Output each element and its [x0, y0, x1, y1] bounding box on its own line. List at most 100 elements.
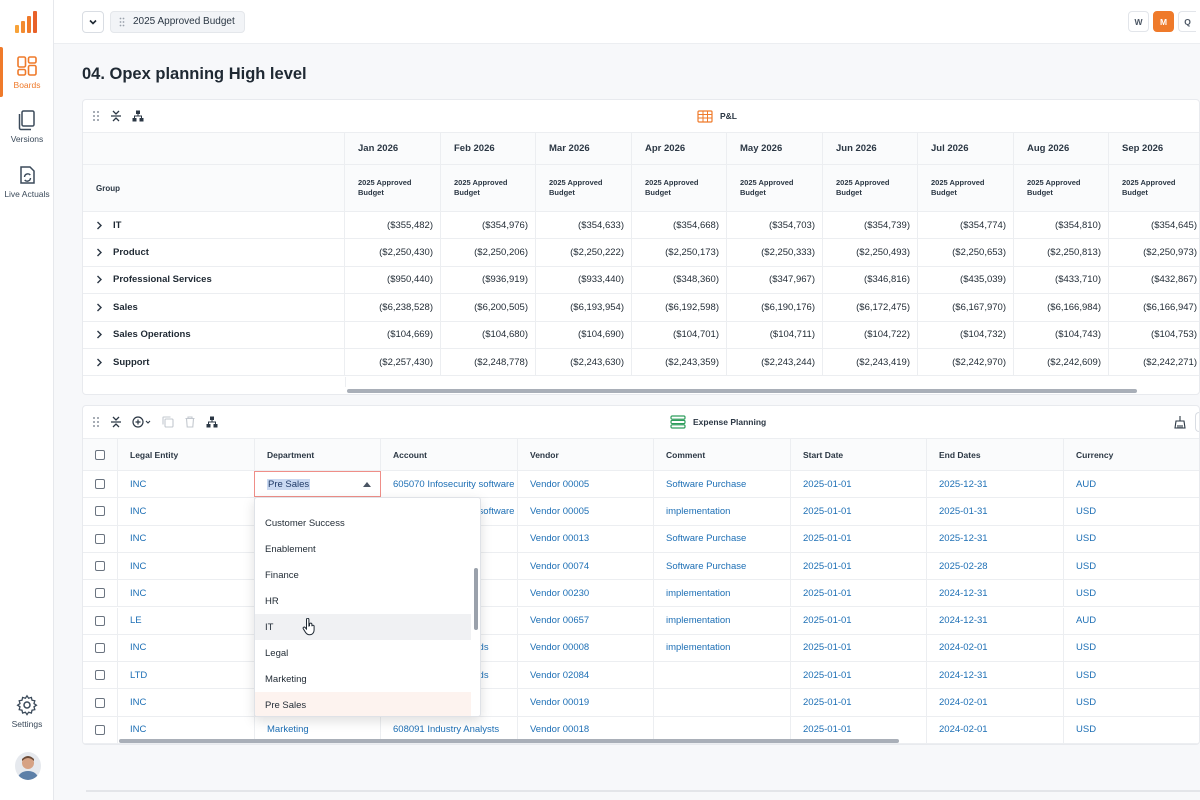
end-date-cell[interactable]: 2024-12-31 [927, 580, 1064, 607]
row-checkbox[interactable] [95, 479, 105, 490]
pl-value-cell[interactable]: ($6,192,598) [632, 294, 727, 321]
sidebar-item-settings[interactable]: Settings [0, 694, 54, 729]
vendor-cell[interactable]: Vendor 00005 [518, 471, 654, 498]
end-date-cell[interactable]: 2024-02-01 [927, 689, 1064, 716]
pl-value-cell[interactable]: ($354,976) [441, 212, 536, 239]
start-date-cell[interactable]: 2025-01-01 [791, 580, 927, 607]
end-date-cell[interactable]: 2024-02-01 [927, 716, 1064, 743]
vendor-cell[interactable]: Vendor 00008 [518, 634, 654, 662]
department-cell[interactable]: Marketing [255, 716, 381, 743]
pl-value-cell[interactable]: ($432,867) [1109, 267, 1199, 293]
dropdown-scrollbar[interactable] [474, 568, 478, 630]
end-date-cell[interactable]: 2025-12-31 [927, 471, 1064, 498]
pl-value-cell[interactable]: ($2,250,222) [536, 239, 632, 266]
comment-cell[interactable]: implementation [654, 580, 791, 607]
start-date-cell[interactable]: 2025-01-01 [791, 607, 927, 634]
add-row-icon[interactable] [131, 415, 153, 429]
comment-cell[interactable] [654, 689, 791, 716]
pl-value-cell[interactable]: ($2,250,206) [441, 239, 536, 266]
legal-entity-cell[interactable]: INC [118, 634, 255, 662]
legal-entity-cell[interactable]: INC [118, 716, 255, 743]
collapse-icon[interactable] [109, 109, 123, 123]
pl-value-cell[interactable]: ($104,690) [536, 321, 632, 348]
currency-cell[interactable]: USD [1064, 526, 1199, 552]
pl-value-cell[interactable]: ($354,810) [1014, 212, 1109, 239]
start-date-cell[interactable]: 2025-01-01 [791, 498, 927, 525]
pl-group-cell[interactable]: Sales Operations [96, 322, 191, 348]
pl-value-cell[interactable]: ($2,243,419) [823, 349, 918, 376]
legal-entity-cell[interactable]: LTD [118, 662, 255, 689]
drag-handle-icon[interactable] [91, 415, 101, 429]
pl-value-cell[interactable]: ($2,243,630) [536, 349, 632, 376]
chevron-right-icon[interactable] [96, 330, 103, 339]
dropdown-option[interactable]: Customer Success [265, 517, 345, 529]
row-checkbox[interactable] [95, 561, 105, 572]
select-all-checkbox[interactable] [95, 449, 105, 460]
pl-row[interactable]: Sales ($6,238,528) ($6,200,505) ($6,193,954… [83, 294, 1199, 322]
account-cell[interactable] [381, 689, 518, 716]
expense-horizontal-scrollbar[interactable] [119, 739, 899, 743]
pl-group-cell[interactable]: IT [96, 212, 121, 238]
chevron-right-icon[interactable] [96, 275, 103, 284]
column-header[interactable]: End Dates [927, 439, 1064, 470]
dropdown-option[interactable]: Marketing [265, 673, 307, 685]
vendor-cell[interactable]: Vendor 02084 [518, 662, 654, 689]
pl-value-cell[interactable]: ($6,193,954) [536, 294, 632, 321]
dropdown-option[interactable]: Pre Sales [255, 692, 471, 716]
vendor-cell[interactable]: Vendor 00005 [518, 498, 654, 525]
vendor-cell[interactable]: Vendor 00013 [518, 525, 654, 552]
pl-value-cell[interactable]: ($2,243,359) [632, 349, 727, 376]
drag-handle-icon[interactable] [91, 109, 101, 123]
currency-cell[interactable]: USD [1064, 498, 1199, 524]
table-row[interactable]: INC Marketing 608091 Industry Analysts Vend… [83, 716, 1199, 744]
pl-value-cell[interactable]: ($354,668) [632, 212, 727, 239]
legal-entity-cell[interactable]: INC [118, 689, 255, 716]
table-row[interactable]: INC602000 Gifts / rewardsVendor 00008imp… [83, 634, 1199, 663]
pl-value-cell[interactable]: ($933,440) [536, 266, 632, 294]
column-header[interactable]: Vendor [518, 439, 654, 470]
comment-cell[interactable] [654, 716, 791, 743]
currency-cell[interactable]: USD [1064, 662, 1199, 688]
start-date-cell[interactable]: 2025-01-01 [791, 471, 927, 498]
pl-value-cell[interactable]: ($2,250,493) [823, 239, 918, 266]
account-cell[interactable]: 605070 Infosecurity software [381, 471, 518, 498]
start-date-cell[interactable]: 2025-01-01 [791, 689, 927, 716]
legal-entity-cell[interactable]: INC [118, 580, 255, 607]
table-row[interactable]: INC601500 ConferenceVendor 00074Software… [83, 552, 1199, 581]
dropdown-option[interactable]: IT [255, 614, 471, 640]
pl-header-month[interactable]: Jun 2026 [823, 133, 918, 164]
app-logo-icon[interactable] [14, 10, 40, 34]
row-checkbox[interactable] [95, 697, 105, 708]
start-date-cell[interactable]: 2025-01-01 [791, 716, 927, 743]
pl-header-month[interactable]: Feb 2026 [441, 133, 536, 164]
pl-header-month[interactable]: Jul 2026 [918, 133, 1014, 164]
pl-value-cell[interactable]: ($104,711) [727, 321, 823, 348]
comment-cell[interactable]: implementation [654, 634, 791, 662]
account-cell[interactable] [381, 607, 518, 634]
table-row[interactable]: INC Vendor 00230 implementation 2025-01-01 2… [83, 580, 1199, 608]
pl-value-cell[interactable]: ($2,242,970) [918, 349, 1014, 376]
pl-value-cell[interactable]: ($936,919) [441, 266, 536, 294]
row-checkbox[interactable] [95, 670, 105, 681]
currency-cell[interactable]: USD [1064, 553, 1199, 579]
pl-value-cell[interactable]: ($6,238,528) [345, 294, 441, 321]
pl-group-cell[interactable]: Support [96, 349, 149, 375]
pl-value-cell[interactable]: ($354,633) [536, 212, 632, 239]
pl-value-cell[interactable]: ($104,753) [1109, 322, 1199, 348]
department-select-input[interactable]: Pre Sales [254, 471, 381, 497]
column-header[interactable]: Comment [654, 439, 791, 470]
chevron-right-icon[interactable] [96, 221, 103, 230]
comment-cell[interactable]: Software Purchase [654, 471, 791, 498]
currency-cell[interactable]: USD [1064, 689, 1199, 715]
sidebar-item-live-actuals[interactable]: Live Actuals [0, 164, 54, 199]
legal-entity-cell[interactable]: INC [118, 498, 255, 525]
vendor-cell[interactable]: Vendor 00230 [518, 580, 654, 607]
dropdown-option[interactable]: HR [265, 595, 279, 607]
hierarchy-icon[interactable] [205, 415, 219, 429]
pl-value-cell[interactable]: ($104,743) [1014, 321, 1109, 348]
start-date-cell[interactable]: 2025-01-01 [791, 662, 927, 689]
pl-value-cell[interactable]: ($6,167,970) [918, 294, 1014, 321]
pl-value-cell[interactable]: ($354,703) [727, 212, 823, 239]
legal-entity-cell[interactable]: INC [118, 525, 255, 552]
